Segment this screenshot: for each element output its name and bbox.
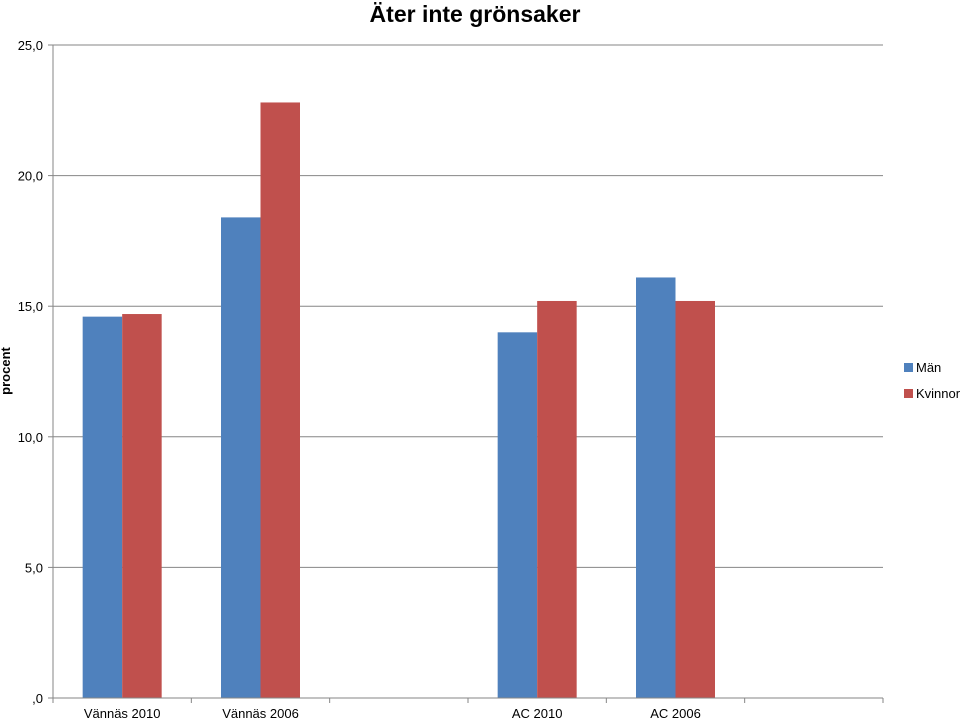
axes <box>52 45 884 703</box>
legend-label-män: Män <box>916 360 941 375</box>
x-tick-label: Vännäs 2010 <box>84 706 161 721</box>
y-tick-labels: ,0 5,0 10,0 15,0 20,0 25,0 <box>18 38 43 706</box>
y-tick-label: ,0 <box>32 691 43 706</box>
y-axis-label: procent <box>0 346 13 394</box>
y-tick-label: 15,0 <box>18 299 43 314</box>
bar-män-0 <box>82 316 123 698</box>
legend-swatch-kvinnor <box>904 389 913 398</box>
bars <box>82 102 715 699</box>
legend-label-kvinnor: Kvinnor <box>916 386 960 401</box>
bar-kvinnor-4 <box>675 300 715 698</box>
x-tick-label: Vännäs 2006 <box>222 706 299 721</box>
y-tick-label: 20,0 <box>18 169 43 184</box>
legend: Män Kvinnor <box>904 360 960 401</box>
bar-kvinnor-0 <box>122 314 162 698</box>
legend-swatch-män <box>904 363 913 372</box>
y-tick-label: 10,0 <box>18 430 43 445</box>
bar-män-1 <box>221 217 261 698</box>
y-tick-label: 5,0 <box>25 560 43 575</box>
x-tick-labels: Vännäs 2010 Vännäs 2006 AC 2010 AC 2006 <box>84 706 701 721</box>
bar-kvinnor-3 <box>537 300 577 698</box>
x-tick-label: AC 2010 <box>512 706 563 721</box>
gridlines <box>48 44 883 699</box>
y-tick-label: 25,0 <box>18 38 43 53</box>
x-tick-label: AC 2006 <box>650 706 701 721</box>
bar-män-3 <box>497 332 538 698</box>
bar-kvinnor-1 <box>260 102 300 699</box>
bar-män-4 <box>636 277 676 698</box>
chart-title: Äter inte grönsaker <box>370 1 581 27</box>
